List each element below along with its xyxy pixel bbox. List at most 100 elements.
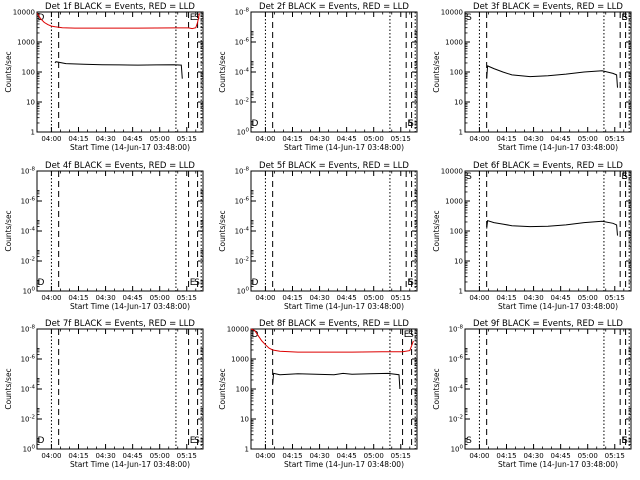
x-axis-label: Start Time (14-Jun-17 03:48:00) — [70, 460, 190, 469]
y-tick-label: 10000 — [227, 326, 249, 334]
marker-letter: E — [407, 119, 413, 129]
panel-title: Det 4f BLACK = Events, RED = LLD — [45, 161, 195, 171]
x-tick-label: 04:00 — [255, 452, 275, 460]
panel-det-2f: Det 2f BLACK = Events, RED = LLD 100 10-2 1… — [218, 2, 418, 152]
marker-letter: S — [408, 278, 414, 288]
x-tick-label: 04:00 — [41, 294, 61, 302]
series-events-line — [272, 372, 401, 390]
panel-det-6f: Det 6f BLACK = Events, RED = LLD 1 10 100 10… — [432, 161, 632, 311]
x-tick-label: 04:00 — [469, 452, 489, 460]
y-tick-label: 1 — [245, 446, 249, 454]
x-tick-label: 04:30 — [309, 452, 329, 460]
y-tick-label: 100 — [23, 287, 36, 296]
x-tick-label: 04:15 — [68, 452, 88, 460]
panel-det-7f: Det 7f BLACK = Events, RED = LLD 100 10-2 1… — [4, 319, 204, 469]
x-tick-label: 04:00 — [255, 294, 275, 302]
x-tick-label: 04:30 — [523, 135, 543, 143]
marker-letter: E — [404, 330, 410, 340]
marker-letter: S — [194, 278, 200, 288]
y-tick-label: 10-4 — [235, 68, 250, 77]
x-tick-label: 04:00 — [41, 452, 61, 460]
x-tick-label: 04:45 — [123, 135, 143, 143]
panel-title: Det 9f BLACK = Events, RED = LLD — [473, 319, 623, 329]
y-tick-label: 10 — [454, 99, 463, 107]
x-tick-label: 04:00 — [255, 135, 275, 143]
marker-letter: S — [466, 436, 472, 446]
x-axis-label: Start Time (14-Jun-17 03:48:00) — [70, 302, 190, 311]
x-tick-label: 05:15 — [391, 452, 411, 460]
y-axis-label: Counts/sec — [218, 210, 227, 251]
panel-det-9f: Det 9f BLACK = Events, RED = LLD 100 10-2 1… — [432, 319, 632, 469]
x-tick-label: 04:45 — [551, 135, 571, 143]
x-tick-label: 04:45 — [337, 294, 357, 302]
x-axis-label: Start Time (14-Jun-17 03:48:00) — [284, 302, 404, 311]
x-tick-label: 04:00 — [41, 135, 61, 143]
panel-title: Det 6f BLACK = Events, RED = LLD — [473, 161, 623, 171]
x-tick-label: 05:15 — [177, 135, 197, 143]
y-tick-label: 10000 — [441, 9, 463, 17]
x-tick-label: 05:15 — [391, 294, 411, 302]
x-axis-label: Start Time (14-Jun-17 03:48:00) — [70, 143, 190, 152]
y-tick-label: 100 — [22, 69, 35, 77]
marker-letter: S — [194, 436, 200, 446]
plot-frame — [464, 170, 632, 292]
y-tick-label: 10-8 — [235, 167, 250, 176]
x-tick-label: 04:45 — [551, 294, 571, 302]
y-tick-label: 10 — [240, 416, 249, 424]
y-tick-label: 10-6 — [235, 197, 250, 206]
x-tick-label: 04:30 — [309, 135, 329, 143]
y-tick-label: 10-4 — [21, 227, 36, 236]
y-axis-label: Counts/sec — [218, 368, 227, 409]
plot-frame — [250, 11, 418, 133]
marker-letter: S — [466, 172, 472, 182]
x-tick-label: 05:00 — [150, 294, 170, 302]
x-tick-label: 05:15 — [177, 294, 197, 302]
y-tick-label: 10-8 — [449, 325, 464, 334]
x-axis-label: Start Time (14-Jun-17 03:48:00) — [498, 143, 618, 152]
plot-frame — [250, 170, 418, 292]
y-axis-label: Counts/sec — [432, 368, 441, 409]
panel-det-4f: Det 4f BLACK = Events, RED = LLD 100 10-2 1… — [4, 161, 204, 311]
panel-det-1f: Det 1f BLACK = Events, RED = LLD 1 10 100 10… — [4, 2, 204, 152]
marker-letter: E — [621, 172, 627, 182]
y-tick-label: 10-8 — [21, 167, 36, 176]
y-tick-label: 1000 — [445, 39, 463, 47]
y-tick-label: 1 — [31, 129, 35, 137]
y-tick-label: 1000 — [445, 198, 463, 206]
y-tick-label: 10-4 — [235, 227, 250, 236]
y-tick-label: 10-6 — [21, 355, 36, 364]
y-tick-label: 10-2 — [21, 257, 35, 266]
plot-frame — [36, 328, 204, 450]
y-tick-label: 10 — [454, 258, 463, 266]
y-tick-label: 10-2 — [235, 257, 249, 266]
y-tick-label: 10-2 — [21, 415, 35, 424]
y-tick-label: 10-6 — [21, 197, 36, 206]
marker-letter: S — [194, 13, 200, 23]
panel-title: Det 3f BLACK = Events, RED = LLD — [473, 2, 623, 12]
marker-letter: E — [190, 278, 196, 288]
x-tick-label: 04:30 — [523, 452, 543, 460]
x-tick-label: 04:15 — [282, 294, 302, 302]
x-axis-label: Start Time (14-Jun-17 03:48:00) — [498, 460, 618, 469]
y-tick-label: 10-4 — [21, 385, 36, 394]
x-axis-label: Start Time (14-Jun-17 03:48:00) — [284, 143, 404, 152]
marker-letter: S — [408, 119, 414, 129]
x-tick-label: 05:00 — [150, 135, 170, 143]
x-tick-label: 04:15 — [496, 294, 516, 302]
y-axis-label: Counts/sec — [4, 51, 13, 92]
y-tick-label: 1000 — [231, 356, 249, 364]
panel-title: Det 2f BLACK = Events, RED = LLD — [259, 2, 409, 12]
series-events-line — [486, 65, 618, 88]
x-tick-label: 04:15 — [496, 135, 516, 143]
x-tick-label: 05:00 — [578, 294, 598, 302]
x-tick-label: 05:00 — [150, 452, 170, 460]
series-events-line — [486, 220, 618, 236]
plot-frame — [464, 328, 632, 450]
series-events-line — [54, 61, 183, 79]
x-tick-label: 04:45 — [337, 452, 357, 460]
y-tick-label: 10-2 — [449, 415, 463, 424]
x-tick-label: 05:15 — [391, 135, 411, 143]
x-tick-label: 05:00 — [364, 452, 384, 460]
y-tick-label: 100 — [450, 69, 463, 77]
